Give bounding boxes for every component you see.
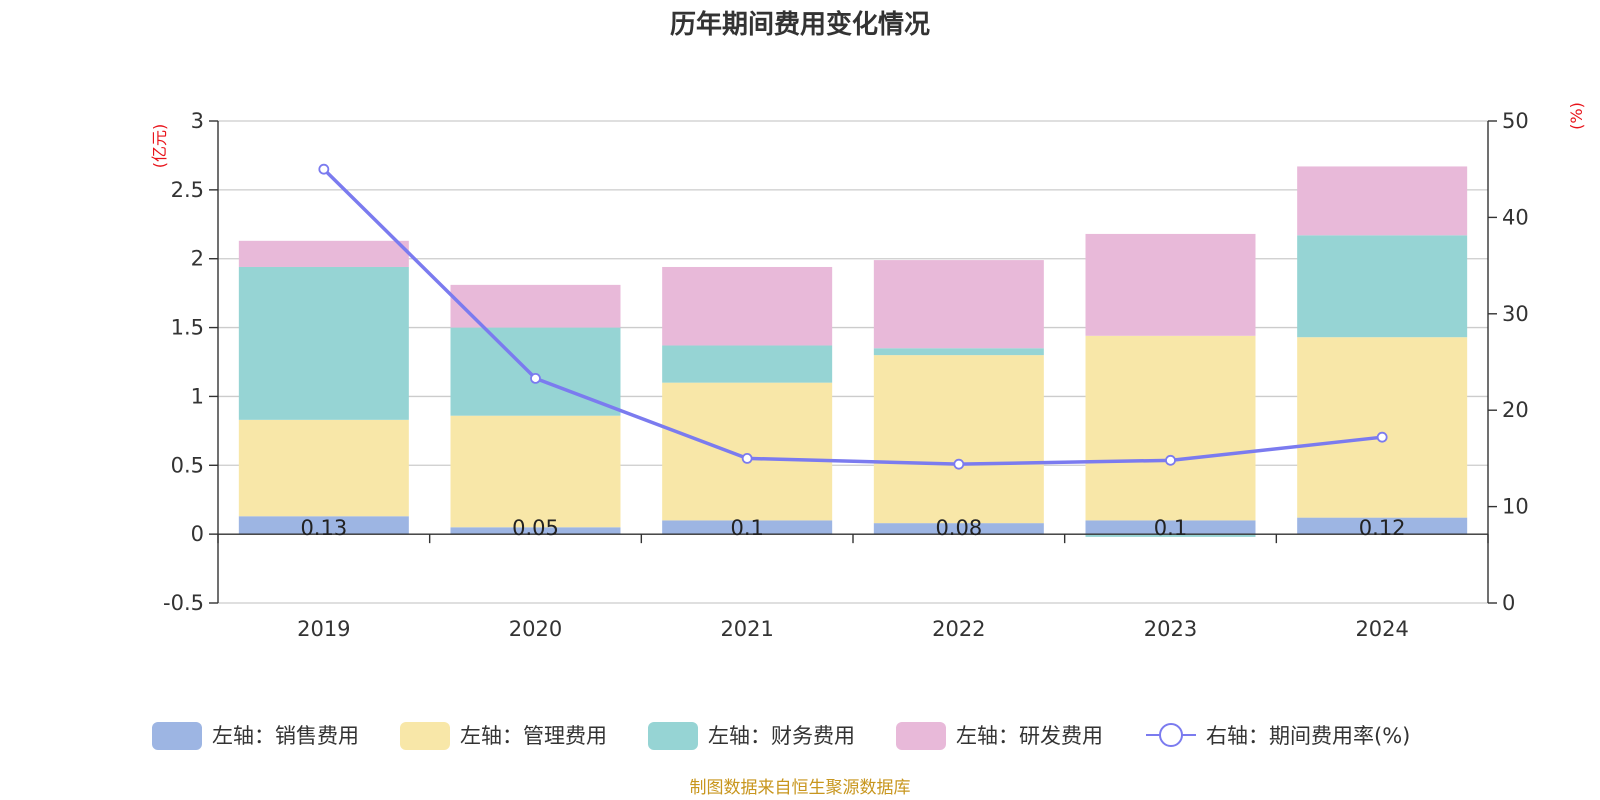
data-label: 0.1 <box>1154 516 1187 540</box>
right-axis-unit: (%) <box>1567 102 1586 130</box>
chart-title: 历年期间费用变化情况 <box>670 9 930 40</box>
legend-label: 左轴：销售费用 <box>212 724 359 748</box>
bar-segment <box>238 419 409 517</box>
legend-label: 左轴：管理费用 <box>460 724 607 748</box>
left-tick-label: -0.5 <box>163 591 204 615</box>
left-tick-label: 0 <box>191 522 204 546</box>
bar-segment <box>1085 520 1256 535</box>
bar-segment <box>238 516 409 535</box>
left-tick-label: 1.5 <box>171 316 204 340</box>
legend-label: 左轴：财务费用 <box>708 724 855 748</box>
bar-segment <box>238 266 409 420</box>
bar-segment <box>1297 235 1468 338</box>
left-tick-label: 2.5 <box>171 178 204 202</box>
x-tick-label: 2022 <box>932 617 985 641</box>
bar-segment <box>873 523 1044 535</box>
x-tick-label: 2019 <box>297 617 350 641</box>
axes: 3 2.5 2 1.5 1 0.5 0 -0.5 50 40 30 20 10 0 2019 2020 2021… <box>150 102 1586 641</box>
bar-layer <box>238 166 1468 537</box>
bar-segment <box>662 382 833 521</box>
rate-point <box>741 452 753 464</box>
x-tick-label: 2020 <box>509 617 562 641</box>
left-tick-label: 3 <box>191 109 204 133</box>
left-tick-label: 2 <box>191 247 204 271</box>
left-axis-unit: (亿元) <box>150 124 169 169</box>
legend: 左轴：销售费用 左轴：管理费用 左轴：财务费用 左轴：研发费用 右轴：期间费用率(%) <box>152 722 1410 750</box>
rate-point <box>1165 454 1176 466</box>
bar-segment <box>873 348 1044 356</box>
bar-segment <box>662 345 833 383</box>
rate-point <box>953 458 965 470</box>
right-tick-label: 50 <box>1502 109 1529 133</box>
data-label: 0.13 <box>300 516 347 540</box>
legend-label: 左轴：研发费用 <box>956 724 1103 748</box>
right-tick-label: 20 <box>1502 398 1529 422</box>
bar-segment <box>450 527 621 535</box>
legend-swatch <box>896 722 946 750</box>
data-label: 0.12 <box>1359 516 1406 540</box>
data-labels: 0.13 0.05 0.1 0.08 0.1 0.12 <box>300 516 1405 540</box>
rate-point <box>318 163 330 175</box>
bar-segment <box>1297 337 1468 518</box>
right-tick-label: 10 <box>1502 495 1529 519</box>
bar-segment <box>873 355 1044 524</box>
bar-segment <box>450 415 621 528</box>
bar-segment <box>238 240 409 267</box>
bar-segment <box>873 260 1044 349</box>
right-tick-label: 30 <box>1502 302 1529 326</box>
data-label: 0.08 <box>935 516 982 540</box>
legend-swatch <box>648 722 698 750</box>
data-label: 0.05 <box>512 516 559 540</box>
bar-segment <box>1085 335 1256 521</box>
left-tick-label: 1 <box>191 384 204 408</box>
legend-label: 右轴：期间费用率(%) <box>1206 724 1410 748</box>
x-tick-label: 2021 <box>720 617 773 641</box>
legend-swatch <box>152 722 202 750</box>
bar-segment <box>1085 233 1256 336</box>
rate-line <box>322 167 1383 466</box>
legend-swatch <box>400 722 450 750</box>
rate-point <box>530 372 541 384</box>
left-tick-label: 0.5 <box>171 453 204 477</box>
legend-line-marker <box>1159 723 1183 747</box>
rate-point <box>1376 431 1388 443</box>
line-layer <box>318 163 1388 470</box>
right-tick-label: 0 <box>1502 591 1515 615</box>
bar-segment <box>1297 166 1468 236</box>
bar-segment <box>662 520 833 535</box>
bar-segment <box>1297 517 1468 535</box>
x-tick-label: 2023 <box>1144 617 1197 641</box>
right-tick-label: 40 <box>1502 205 1529 229</box>
source-note: 制图数据来自恒生聚源数据库 <box>690 778 911 798</box>
data-label: 0.1 <box>730 516 763 540</box>
x-tick-label: 2024 <box>1355 617 1408 641</box>
bar-segment <box>662 266 833 346</box>
bar-segment <box>1085 534 1256 537</box>
